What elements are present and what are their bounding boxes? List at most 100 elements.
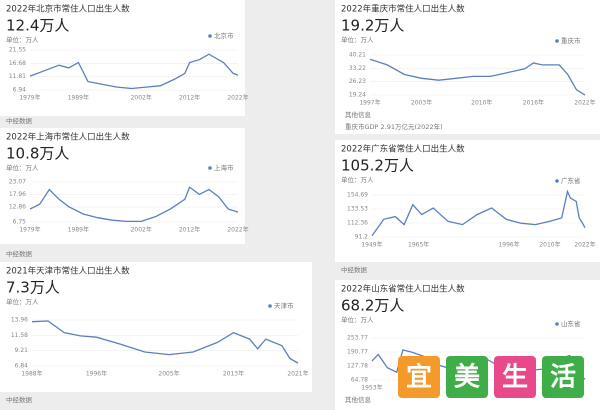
watermark-char: 生 [502, 363, 528, 393]
unit-label: 单位：万人 [341, 35, 374, 44]
x-tick-label: 2016年 [523, 99, 544, 107]
y-tick-label: 40.21 [349, 52, 366, 59]
y-tick-label: 26.23 [349, 78, 366, 85]
y-tick-label: 154.69 [347, 192, 368, 199]
x-tick-label: 2002年 [131, 94, 152, 102]
unit-label: 单位：万人 [6, 163, 39, 172]
y-tick-label: 190.77 [347, 349, 368, 356]
y-tick-label: 9.21 [15, 347, 29, 354]
chart-title: 2022年广东省常住人口出生人数 [341, 144, 465, 155]
legend-label: 上海市 [214, 163, 234, 172]
legend-label: 山东省 [561, 319, 581, 328]
x-tick-label: 2002年 [131, 226, 152, 234]
x-tick-label: 2012年 [179, 94, 200, 102]
x-tick-label: 2010年 [471, 99, 492, 107]
x-tick-label: 1997年 [359, 99, 380, 107]
legend-dot [555, 322, 559, 326]
x-tick-label: 1953年 [361, 384, 382, 392]
unit-label: 单位：万人 [6, 297, 39, 306]
legend-label: 重庆市 [561, 36, 581, 45]
card [335, 0, 600, 134]
legend-label: 天津市 [274, 301, 294, 310]
y-tick-label: 91.2 [355, 234, 369, 241]
x-tick-label: 1996年 [86, 370, 107, 378]
x-tick-label: 1979年 [19, 94, 40, 102]
x-tick-label: 1989年 [68, 226, 89, 234]
source-label: 中经数据 [6, 249, 33, 258]
chart-title: 2022年上海市常住人口出生人数 [6, 132, 130, 143]
annotation: 其他信息 [345, 110, 372, 119]
x-tick-label: 2022年 [574, 241, 595, 249]
unit-label: 单位：万人 [341, 315, 374, 324]
chart-title: 2022年山东省常住人口出生人数 [341, 284, 465, 295]
x-tick-label: 2010年 [539, 241, 560, 249]
y-tick-label: 33.22 [349, 65, 366, 72]
y-tick-label: 17.96 [9, 191, 26, 198]
unit-label: 单位：万人 [6, 35, 39, 44]
x-tick-label: 2022年 [227, 94, 248, 102]
y-tick-label: 6.75 [13, 219, 27, 226]
data-line [371, 189, 586, 237]
watermark-char: 宜 [406, 362, 432, 393]
headline-value: 12.4万人 [6, 17, 69, 35]
y-tick-label: 6.94 [13, 87, 27, 94]
x-tick-label: 2012年 [179, 226, 200, 234]
annotation: 重庆市GDP 2.91万亿元(2022年) [345, 122, 443, 131]
y-tick-label: 133.53 [347, 205, 368, 212]
y-tick-label: 112.36 [347, 220, 368, 227]
data-line [29, 53, 239, 90]
legend-dot [555, 179, 559, 183]
headline-value: 105.2万人 [341, 157, 414, 175]
x-tick-label: 2005年 [158, 370, 179, 378]
x-tick-label: 1996年 [498, 241, 519, 249]
x-tick-label: 1988年 [21, 370, 42, 378]
source-label: 中经数据 [341, 265, 368, 274]
x-tick-label: 1979年 [19, 226, 40, 234]
legend-dot [268, 304, 272, 308]
card [0, 0, 245, 116]
watermark-box [446, 356, 488, 398]
watermark-box [494, 356, 536, 398]
chart-title: 2022年重庆市常住人口出生人数 [341, 4, 465, 15]
source-label: 中经数据 [6, 395, 33, 404]
y-tick-label: 64.78 [351, 377, 368, 384]
y-tick-label: 19.24 [349, 92, 366, 99]
source-label: 中经数据 [6, 116, 33, 125]
y-tick-label: 23.07 [9, 179, 26, 186]
data-line [31, 320, 299, 364]
legend-label: 北京市 [214, 31, 234, 40]
y-tick-label: 21.55 [9, 47, 26, 54]
y-tick-label: 253.77 [347, 335, 368, 342]
card [0, 128, 245, 244]
x-tick-label: 2022年 [227, 226, 248, 234]
x-tick-label: 2013年 [223, 370, 244, 378]
y-tick-label: 16.68 [9, 60, 26, 67]
legend-dot [208, 34, 212, 38]
data-line [29, 186, 239, 223]
legend-dot [208, 166, 212, 170]
watermark-box [542, 356, 584, 398]
y-tick-label: 6.84 [15, 363, 29, 370]
x-tick-label: 2022年 [574, 99, 595, 107]
watermark-box [398, 356, 440, 398]
x-tick-label: 2021年 [287, 370, 308, 378]
data-line [369, 58, 586, 96]
watermark-char: 活 [550, 363, 576, 393]
headline-value: 10.8万人 [6, 145, 69, 163]
chart-title: 2021年天津市常住人口出生人数 [6, 266, 130, 277]
x-tick-label: 1949年 [361, 241, 382, 249]
watermark-char: 美 [454, 362, 480, 393]
y-tick-label: 13.96 [11, 317, 28, 324]
x-tick-label: 2003年 [411, 99, 432, 107]
x-tick-label: 1989年 [68, 94, 89, 102]
headline-value: 68.2万人 [341, 297, 404, 315]
card [335, 140, 600, 262]
y-tick-label: 11.58 [11, 332, 28, 339]
y-tick-label: 12.86 [9, 204, 26, 211]
card [0, 262, 312, 392]
headline-value: 7.3万人 [6, 279, 60, 297]
unit-label: 单位：万人 [341, 175, 374, 184]
chart-title: 2022年北京市常住人口出生人数 [6, 4, 130, 15]
headline-value: 19.2万人 [341, 17, 404, 35]
